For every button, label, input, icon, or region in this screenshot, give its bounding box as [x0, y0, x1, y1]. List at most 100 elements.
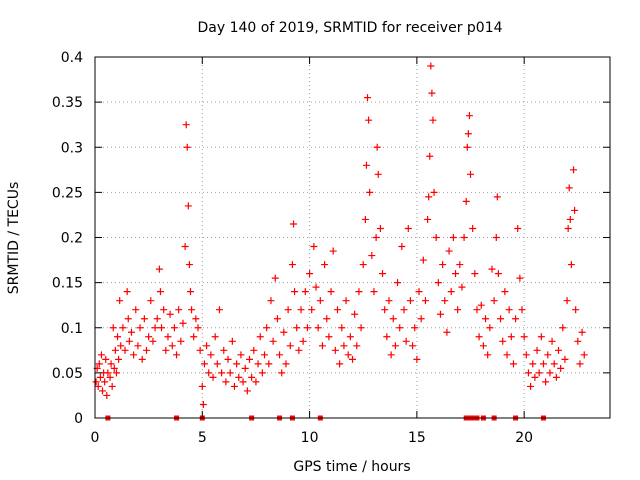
data-point: [346, 333, 354, 341]
data-point: [140, 315, 148, 323]
data-point: [179, 319, 187, 327]
data-point: [199, 400, 207, 408]
data-point: [520, 333, 528, 341]
data-point: [572, 306, 580, 314]
data-point: [278, 369, 286, 377]
data-point: [112, 369, 120, 377]
data-point: [492, 234, 500, 241]
data-point: [559, 324, 567, 332]
data-point: [552, 373, 560, 381]
data-point: [464, 130, 472, 138]
data-point: [548, 337, 556, 345]
data-point: [123, 288, 131, 296]
data-point: [276, 351, 284, 359]
data-point: [306, 270, 314, 278]
data-point: [145, 333, 153, 341]
data-point: [130, 351, 138, 359]
data-point: [447, 288, 455, 296]
data-point: [400, 306, 408, 314]
data-point: [258, 369, 266, 377]
data-point: [555, 346, 562, 354]
data-point: [265, 360, 273, 368]
data-point: [497, 315, 505, 323]
data-point: [107, 360, 115, 368]
data-point: [256, 333, 264, 341]
data-point: [173, 351, 181, 359]
data-point: [158, 324, 166, 332]
data-point: [578, 328, 586, 336]
data-point: [460, 234, 468, 241]
data-point: [342, 297, 350, 305]
data-point: [228, 337, 236, 345]
data-point: [486, 324, 494, 332]
x-tick-label: 5: [198, 430, 207, 446]
data-point: [387, 351, 395, 359]
data-point: [365, 116, 373, 124]
data-point: [151, 324, 159, 332]
data-point: [357, 324, 365, 332]
data-point: [565, 184, 573, 192]
data-point: [299, 337, 307, 345]
y-tick-label: 0.1: [61, 321, 83, 337]
data-point: [505, 306, 513, 314]
data-point: [391, 342, 399, 350]
data-point: [170, 324, 178, 332]
data-point: [454, 306, 462, 314]
data-point: [329, 247, 337, 255]
y-tick-label: 0.15: [52, 276, 83, 292]
data-point: [185, 261, 193, 269]
data-point: [527, 382, 535, 390]
data-point: [188, 306, 196, 314]
data-point: [288, 261, 296, 269]
data-point: [542, 378, 550, 386]
data-point: [115, 355, 123, 363]
data-point: [372, 234, 380, 241]
data-point: [529, 360, 537, 368]
data-point: [364, 94, 372, 102]
data-point: [465, 112, 473, 120]
data-point: [424, 215, 432, 223]
data-point: [546, 369, 554, 377]
data-point: [353, 342, 361, 350]
data-point: [271, 274, 279, 282]
data-point: [282, 360, 290, 368]
data-point: [493, 193, 501, 201]
data-point: [501, 288, 509, 296]
data-point: [344, 351, 352, 359]
data-point: [477, 301, 485, 309]
data-point: [567, 261, 575, 269]
data-point: [314, 324, 322, 332]
data-point: [413, 355, 421, 363]
x-tick-label: 10: [301, 430, 319, 446]
data-point: [104, 369, 112, 377]
data-point: [494, 270, 502, 278]
data-point: [168, 342, 176, 350]
data-point: [445, 247, 453, 255]
data-point: [103, 391, 111, 399]
data-point: [533, 346, 541, 354]
data-point: [252, 378, 260, 386]
data-point: [291, 288, 299, 296]
data-point: [409, 342, 417, 350]
data-point: [226, 369, 234, 377]
data-point: [490, 297, 498, 305]
data-point: [544, 351, 552, 359]
data-point: [340, 342, 348, 350]
data-point: [297, 306, 305, 314]
data-point: [182, 121, 190, 129]
grid-lines: [95, 57, 610, 418]
data-point: [398, 243, 406, 251]
data-point: [132, 306, 140, 314]
x-tick-label: 15: [408, 430, 426, 446]
data-point: [449, 234, 457, 241]
data-point: [124, 315, 132, 323]
y-tick-label: 0.05: [52, 366, 83, 382]
data-point: [200, 360, 208, 368]
data-point: [156, 288, 164, 296]
data-point: [325, 333, 333, 341]
data-point: [425, 193, 433, 201]
data-point: [323, 315, 331, 323]
data-point: [261, 351, 269, 359]
data-point: [205, 369, 213, 377]
data-point: [114, 333, 122, 341]
